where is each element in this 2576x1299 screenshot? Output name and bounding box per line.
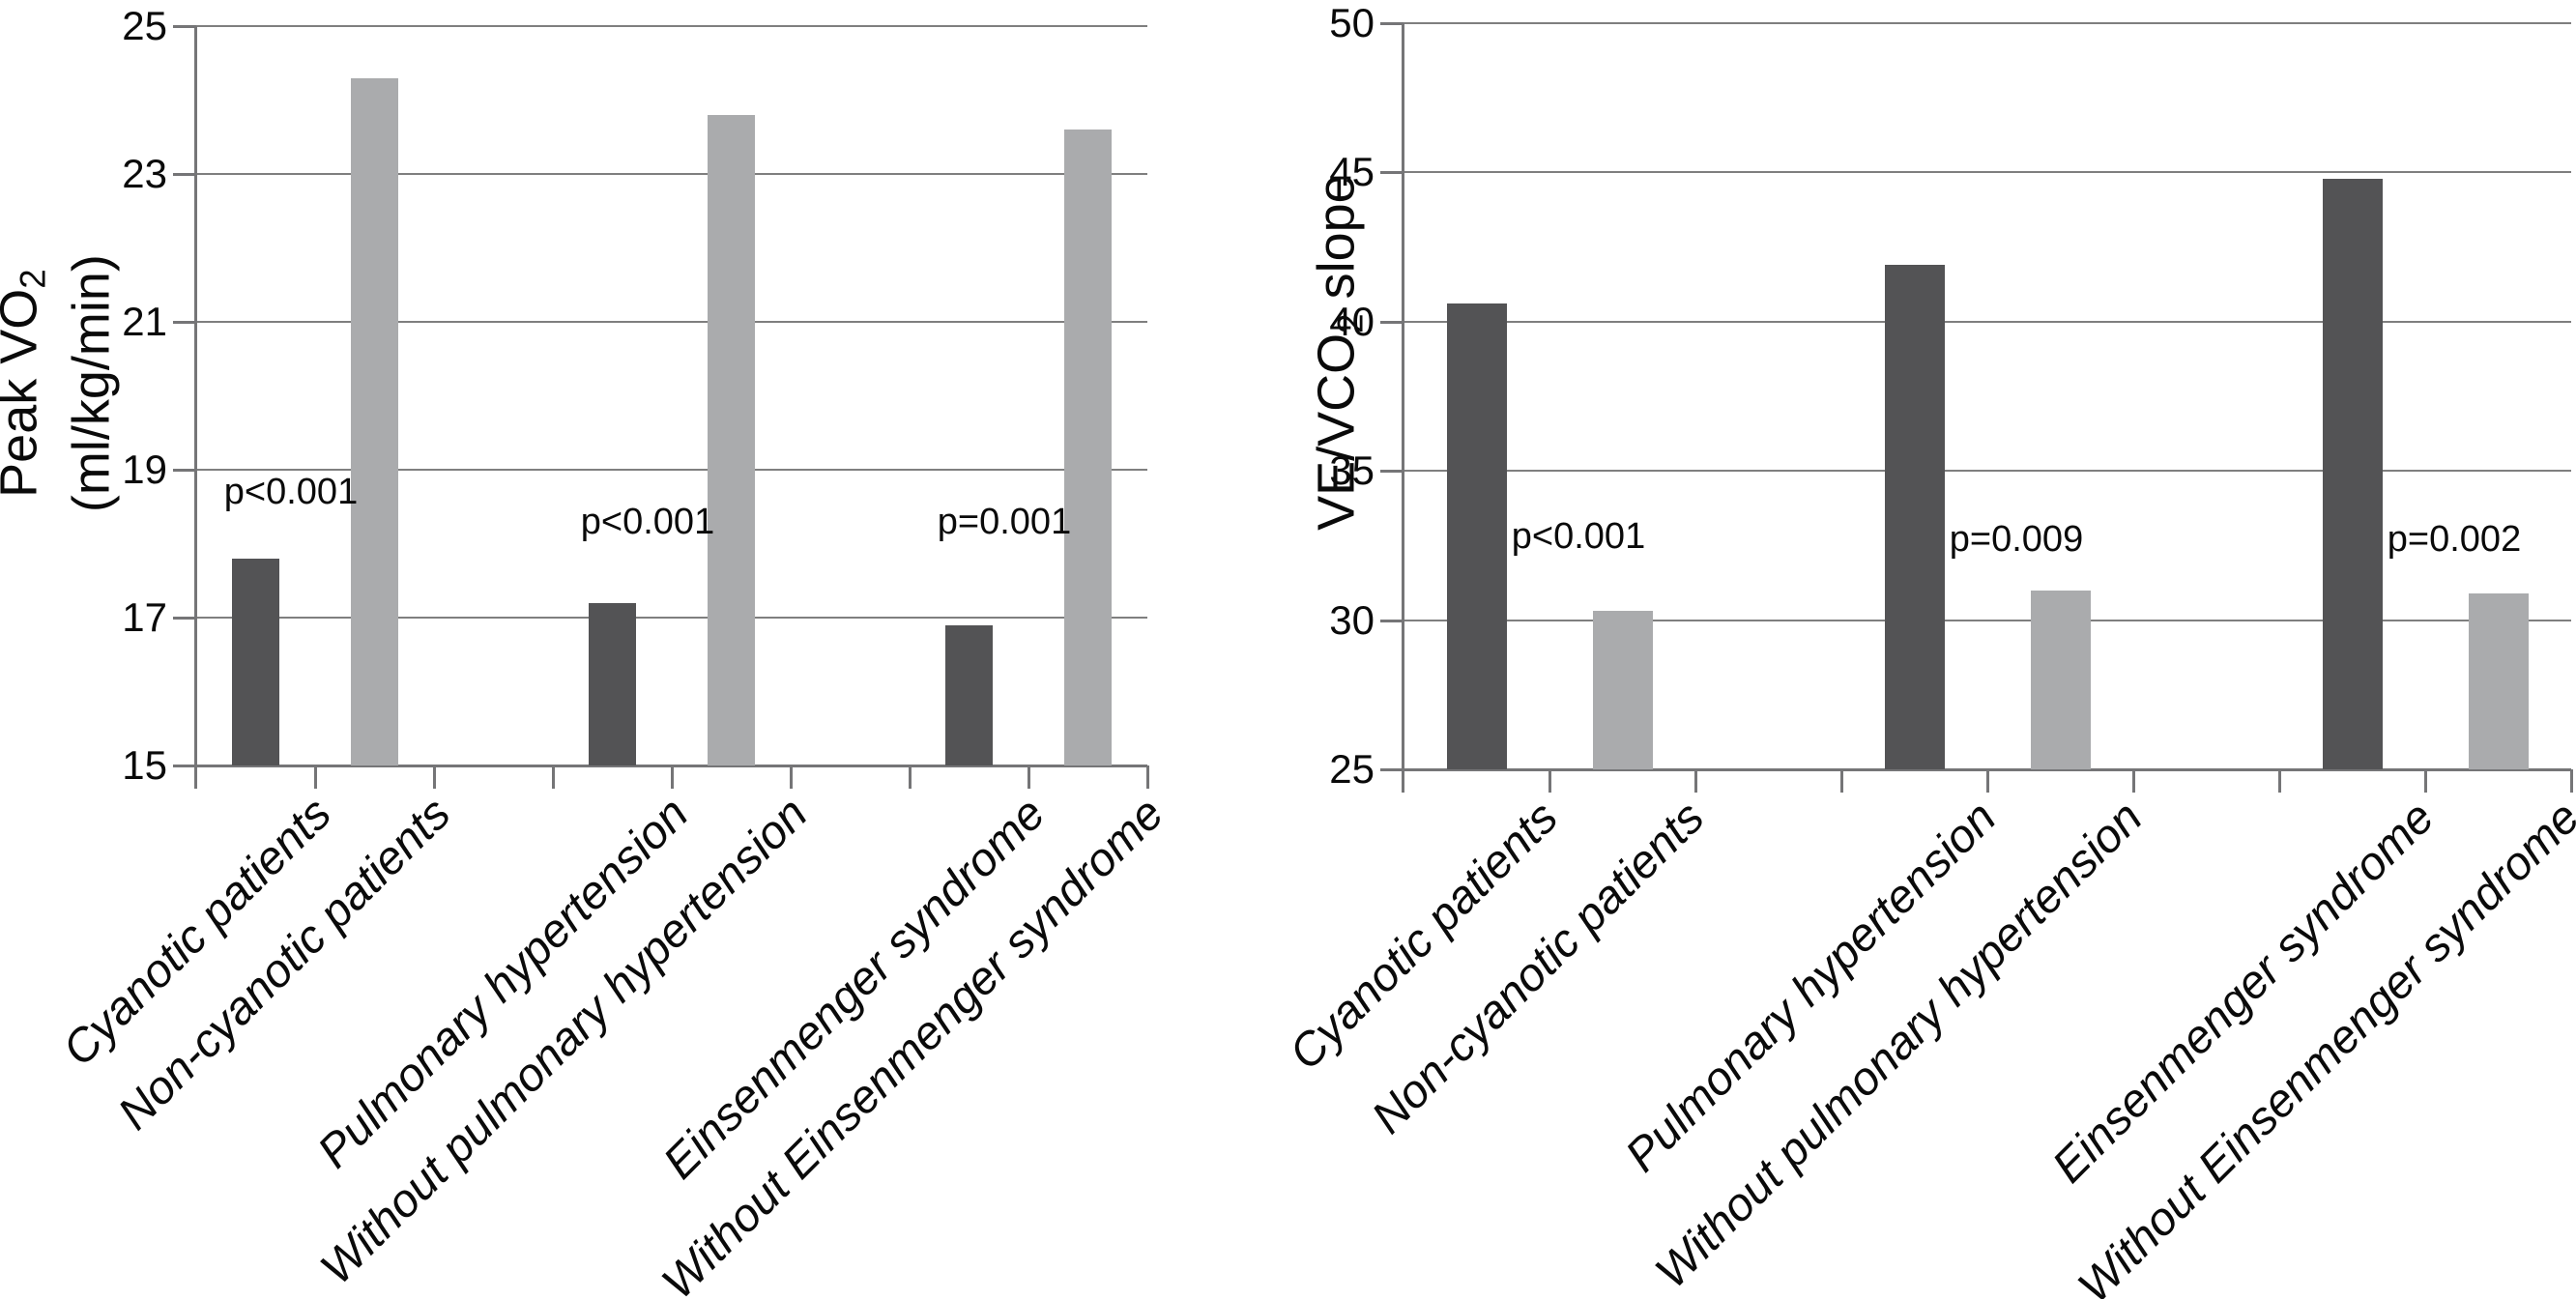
y-axis-title-line1: VE/VCO2 slope [1307,174,1371,531]
p-value-label-3: p=0.001 [937,501,1072,542]
bar-without-einsenmenger-syndrome [1064,130,1112,765]
y-tick-label-25: 25 [122,3,167,48]
x-tick-7 [1028,765,1030,789]
x-category-label-without-einsenmenger-syndrome: Without Einsenmenger syndrome [2069,792,2576,1299]
y-axis-line [194,26,197,789]
bar-cyanotic-patients [1446,303,1507,769]
gridline-y-19 [196,469,1147,471]
x-tick-3 [1840,769,1843,793]
y-tick-label-50: 50 [1329,0,1375,45]
x-tick-5 [790,765,793,789]
bar-non-cyanotic-patients [351,77,398,765]
x-category-label-cyanotic-patients: Cyanotic patients [1280,792,1569,1081]
x-tick-2 [433,765,436,789]
p-value-label-1: p<0.001 [223,471,359,512]
x-tick-6 [2278,769,2281,793]
y-tick-label-21: 21 [122,299,167,344]
y-tick-50 [1380,22,1404,25]
bar-cyanotic-patients [232,558,279,765]
x-tick-6 [909,765,912,789]
x-tick-2 [1694,769,1697,793]
y-tick-25 [173,25,196,28]
x-tick-5 [2132,769,2135,793]
y-tick-label-19: 19 [122,447,167,492]
p-value-label-2: p=0.009 [1949,519,2084,561]
y-tick-17 [173,617,196,620]
bar-non-cyanotic-patients [1592,611,1653,769]
gridline-y-23 [196,173,1147,175]
y-tick-23 [173,173,196,176]
y-tick-25 [1380,768,1404,771]
y-axis-line [1402,23,1404,793]
p-value-label-3: p=0.002 [2387,519,2522,561]
gridline-y-40 [1404,320,2571,323]
y-tick-label-30: 30 [1329,596,1375,643]
p-value-label-1: p<0.001 [1511,516,1646,558]
x-tick-1 [314,765,317,789]
x-tick-1 [1548,769,1551,793]
gridline-y-30 [1404,619,2571,621]
y-axis-title: VE/VCO2 slope [1307,63,1379,643]
bar-pulmonary-hypertension [1884,265,1945,769]
y-tick-15 [173,765,196,767]
gridline-y-21 [196,321,1147,323]
p-value-label-2: p<0.001 [580,501,715,542]
y-tick-label-15: 15 [122,742,167,788]
y-tick-label-40: 40 [1329,298,1375,344]
gridline-y-45 [1404,171,2571,174]
y-tick-21 [173,321,196,324]
bar-pulmonary-hypertension [589,602,636,765]
x-tick-7 [2424,769,2427,793]
y-tick-45 [1380,171,1404,175]
x-tick-3 [552,765,555,789]
x-tick-8 [2570,769,2573,793]
x-tick-4 [671,765,674,789]
y-tick-40 [1380,320,1404,324]
bar-without-einsenmenger-syndrome [2468,592,2529,769]
x-tick-8 [1146,765,1149,789]
bar-without-pulmonary-hypertension [2030,590,2091,769]
gridline-y-35 [1404,470,2571,473]
y-tick-label-25: 25 [1329,746,1375,792]
y-tick-35 [1380,470,1404,474]
bar-einsenmenger-syndrome [2322,178,2383,769]
y-tick-30 [1380,619,1404,622]
y-tick-label-35: 35 [1329,447,1375,494]
y-tick-label-17: 17 [122,594,167,640]
y-tick-label-45: 45 [1329,149,1375,195]
bar-einsenmenger-syndrome [945,624,993,765]
gridline-y-25 [196,25,1147,27]
y-tick-label-23: 23 [122,151,167,196]
y-tick-19 [173,469,196,472]
x-tick-4 [1986,769,1989,793]
bar-without-pulmonary-hypertension [708,114,755,765]
gridline-y-50 [1404,22,2571,24]
gridline-y-17 [196,617,1147,619]
